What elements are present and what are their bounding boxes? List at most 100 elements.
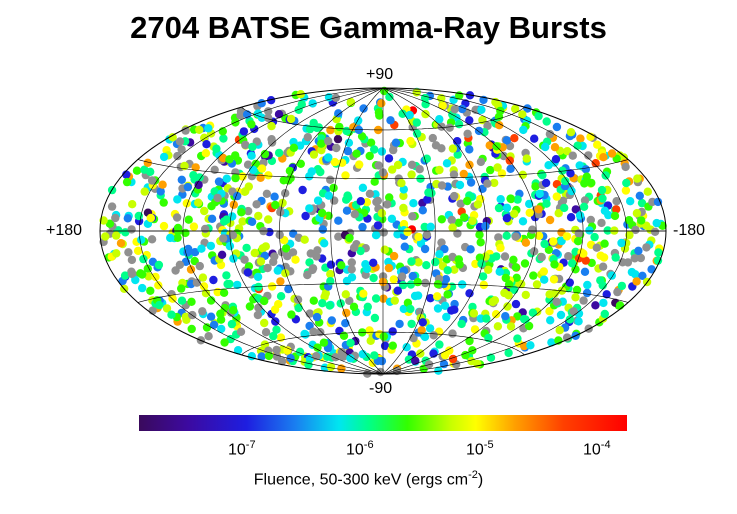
burst-point [247, 151, 256, 160]
burst-point [420, 222, 429, 232]
burst-point [458, 104, 467, 114]
burst-point [610, 226, 619, 235]
burst-point [510, 134, 519, 143]
burst-point [385, 92, 394, 102]
burst-point [316, 328, 325, 337]
burst-point [422, 230, 432, 239]
burst-point [579, 296, 588, 305]
burst-point [243, 160, 253, 169]
burst-point [520, 259, 530, 268]
burst-point [204, 332, 213, 341]
burst-point [528, 308, 538, 317]
burst-point [617, 281, 627, 291]
burst-point [337, 261, 346, 270]
burst-point [422, 261, 431, 270]
burst-point [411, 356, 420, 365]
burst-point [414, 258, 423, 267]
burst-point [554, 209, 563, 218]
burst-point [317, 208, 327, 218]
burst-point [197, 244, 206, 253]
burst-point [431, 257, 440, 267]
burst-point [542, 117, 551, 126]
burst-point [237, 208, 246, 217]
burst-point [582, 172, 591, 181]
colorbar-tick: 10-4 [583, 439, 611, 459]
burst-point [389, 251, 399, 261]
burst-point [220, 303, 230, 313]
burst-point [172, 213, 182, 222]
burst-point [442, 312, 451, 322]
burst-point [482, 314, 491, 323]
burst-point [317, 139, 326, 148]
burst-point [387, 214, 397, 223]
burst-point [171, 266, 180, 275]
burst-point [377, 147, 387, 156]
burst-point [488, 297, 497, 307]
burst-point [250, 248, 259, 258]
burst-point [407, 170, 416, 179]
burst-point [247, 352, 256, 361]
burst-point [249, 165, 258, 175]
axis-label-right: -180 [673, 222, 706, 239]
burst-point [429, 331, 438, 340]
grid-parallel [241, 331, 525, 356]
burst-point [448, 354, 458, 364]
burst-point [476, 238, 485, 247]
burst-point [448, 329, 457, 338]
burst-point [549, 275, 559, 284]
burst-point [358, 222, 367, 232]
burst-point [320, 292, 329, 301]
burst-point [388, 341, 397, 350]
burst-point [241, 140, 250, 150]
burst-point [252, 200, 261, 209]
burst-point [370, 351, 379, 360]
burst-point [352, 149, 361, 158]
burst-point [233, 346, 243, 355]
burst-point [228, 231, 238, 240]
burst-point [326, 362, 336, 372]
burst-point [504, 280, 514, 289]
burst-point [218, 153, 228, 163]
burst-point [274, 148, 284, 158]
burst-point [175, 137, 185, 146]
burst-point [356, 246, 365, 256]
burst-point [334, 109, 343, 118]
burst-point [304, 360, 313, 369]
burst-point [324, 153, 333, 162]
burst-point [420, 332, 430, 342]
burst-point [428, 133, 437, 143]
burst-point [177, 284, 186, 293]
burst-point [137, 235, 146, 244]
burst-point [506, 194, 515, 203]
burst-point [445, 123, 454, 132]
burst-point [253, 272, 263, 282]
axis-label-top: +90 [366, 66, 394, 83]
burst-point [344, 138, 354, 147]
burst-point [526, 341, 535, 350]
burst-point [478, 272, 488, 281]
burst-point [448, 223, 457, 232]
burst-point [443, 290, 452, 299]
burst-point [593, 140, 602, 149]
burst-point [615, 301, 625, 310]
burst-point [222, 215, 231, 224]
burst-point [612, 205, 621, 214]
burst-point [257, 352, 266, 361]
burst-point [590, 232, 599, 242]
burst-point [564, 252, 573, 261]
burst-point [602, 290, 611, 299]
burst-point [270, 192, 279, 201]
burst-point [459, 169, 468, 179]
burst-point [192, 278, 202, 287]
burst-point [206, 241, 216, 251]
burst-point [379, 332, 388, 341]
burst-point [475, 230, 484, 239]
burst-point [555, 326, 564, 335]
burst-point [423, 195, 432, 204]
burst-point [556, 310, 566, 320]
burst-point [453, 137, 462, 146]
burst-point [566, 169, 575, 178]
burst-point [483, 179, 492, 188]
burst-point [454, 120, 464, 129]
burst-point [366, 336, 375, 345]
